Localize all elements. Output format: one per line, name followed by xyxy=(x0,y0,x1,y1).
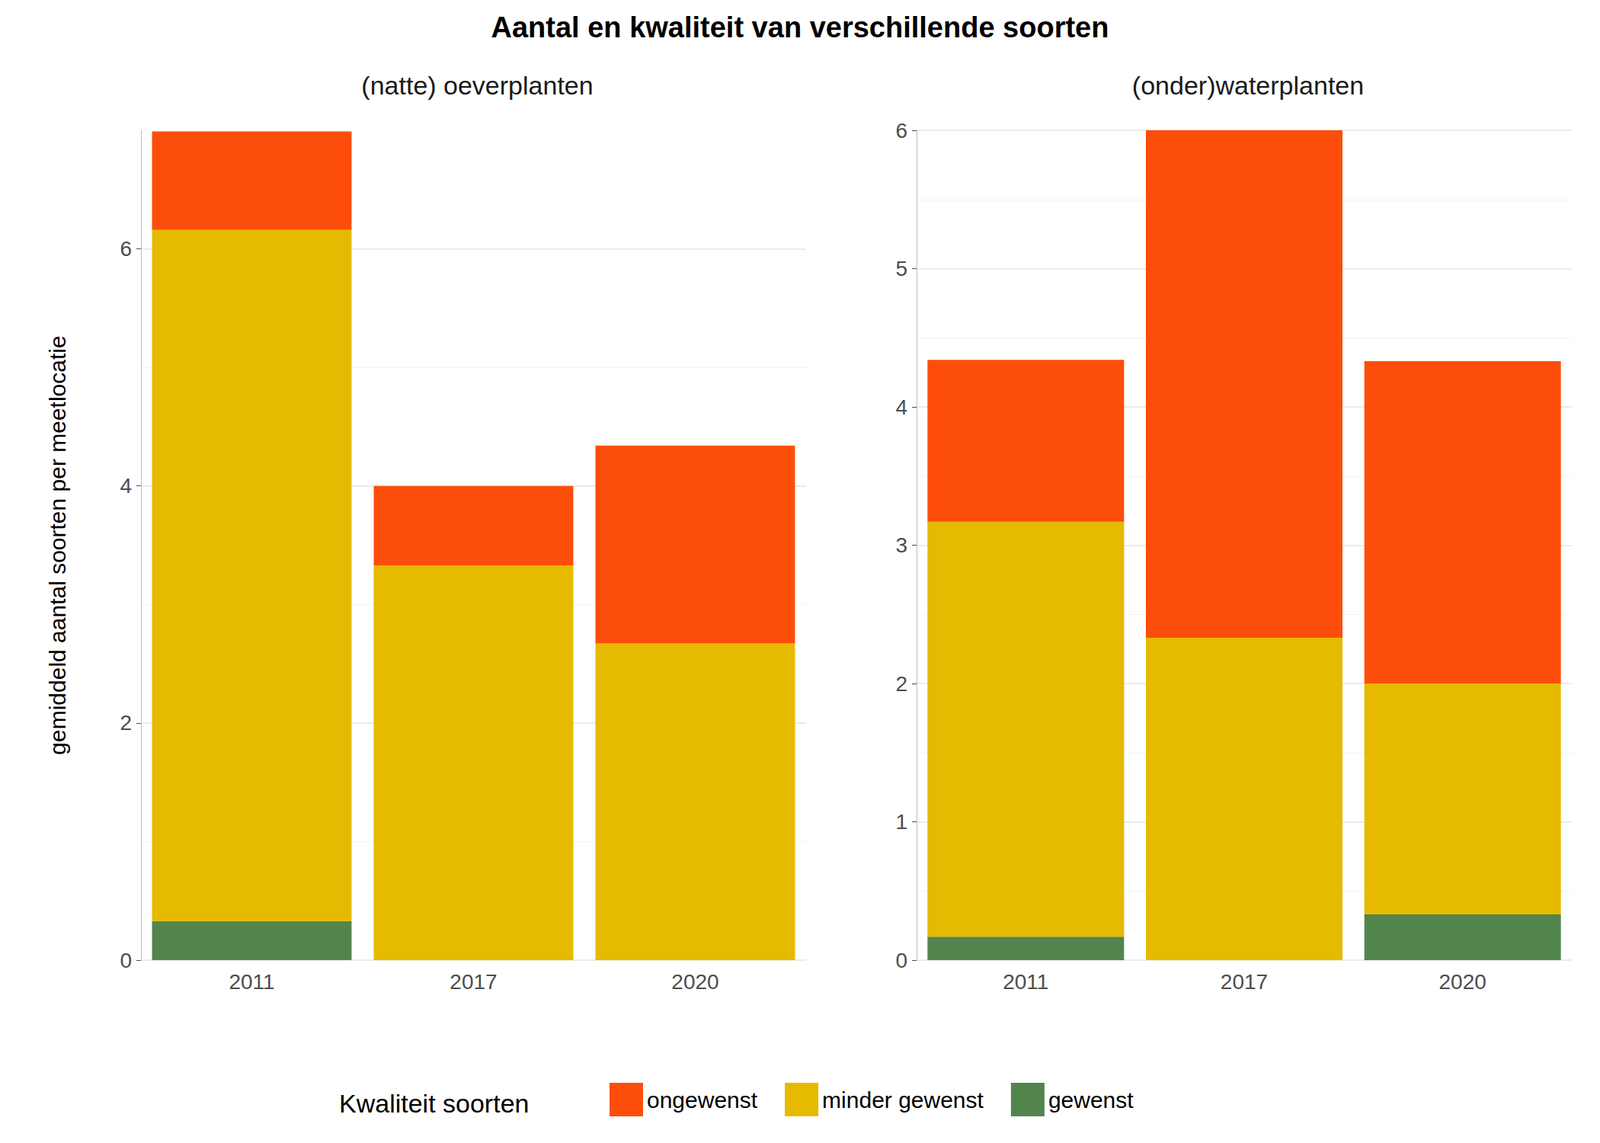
svg-text:6: 6 xyxy=(119,236,132,261)
svg-text:(natte) oeverplanten: (natte) oeverplanten xyxy=(361,70,593,100)
svg-text:2017: 2017 xyxy=(449,969,497,994)
svg-text:2011: 2011 xyxy=(1002,969,1049,994)
svg-text:1: 1 xyxy=(895,809,908,834)
svg-text:2: 2 xyxy=(895,672,908,696)
svg-text:minder gewenst: minder gewenst xyxy=(822,1087,984,1113)
svg-text:gemiddeld aantal soorten per m: gemiddeld aantal soorten per meetlocatie xyxy=(44,335,71,755)
svg-text:gewenst: gewenst xyxy=(1048,1087,1134,1113)
svg-text:4: 4 xyxy=(895,395,908,420)
svg-text:3: 3 xyxy=(895,533,908,557)
svg-text:2020: 2020 xyxy=(671,969,719,994)
svg-text:Aantal en kwaliteit van versch: Aantal en kwaliteit van verschillende so… xyxy=(491,11,1110,44)
svg-text:2: 2 xyxy=(119,710,132,735)
svg-text:0: 0 xyxy=(895,948,908,973)
svg-text:0: 0 xyxy=(119,948,132,973)
svg-text:Kwaliteit soorten: Kwaliteit soorten xyxy=(339,1088,529,1118)
svg-text:(onder)waterplanten: (onder)waterplanten xyxy=(1132,70,1364,100)
svg-text:ongewenst: ongewenst xyxy=(646,1087,759,1113)
svg-text:2017: 2017 xyxy=(1220,969,1268,994)
svg-text:2011: 2011 xyxy=(228,969,275,994)
svg-text:6: 6 xyxy=(895,118,908,143)
svg-text:2020: 2020 xyxy=(1439,969,1487,994)
svg-text:4: 4 xyxy=(119,473,132,498)
svg-text:5: 5 xyxy=(895,256,908,281)
